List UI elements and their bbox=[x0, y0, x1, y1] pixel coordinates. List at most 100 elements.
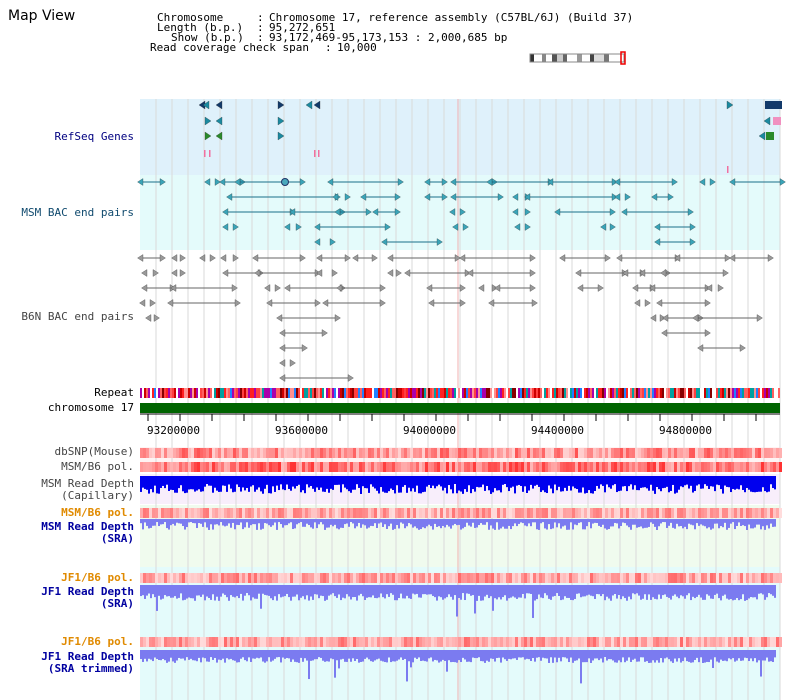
track-label-jf1-b6-pol-1[interactable]: JF1/B6 pol. bbox=[61, 571, 134, 584]
repeat-stripe bbox=[524, 388, 526, 398]
track-label-msm-b6-pol-2[interactable]: MSM/B6 pol. bbox=[61, 506, 134, 519]
read-depth-bar bbox=[232, 650, 234, 661]
read-depth-bar bbox=[750, 585, 752, 598]
read-depth-bar bbox=[602, 519, 604, 525]
read-depth-bar bbox=[224, 585, 226, 595]
repeat-stripe bbox=[634, 388, 636, 398]
read-depth-bar bbox=[204, 476, 206, 487]
read-depth-bar bbox=[728, 650, 730, 659]
polymorphism-cell bbox=[158, 508, 161, 518]
read-depth-bar bbox=[422, 585, 424, 595]
repeat-stripe bbox=[378, 388, 380, 398]
repeat-stripe bbox=[328, 388, 330, 398]
polymorphism-cell bbox=[686, 462, 689, 472]
read-depth-bar bbox=[242, 585, 244, 601]
polymorphism-cell bbox=[233, 637, 236, 647]
read-depth-bar bbox=[638, 650, 640, 662]
track-label-jf1-depth-sra[interactable]: JF1 Read Depth bbox=[41, 585, 134, 598]
track-label-msm-depth-cap[interactable]: MSM Read Depth bbox=[41, 477, 134, 490]
read-depth-bar bbox=[268, 585, 270, 596]
polymorphism-cell bbox=[755, 637, 758, 647]
polymorphism-cell bbox=[488, 508, 491, 518]
read-depth-bar bbox=[724, 650, 726, 661]
polymorphism-cell bbox=[476, 637, 479, 647]
track-label-repeat[interactable]: Repeat bbox=[94, 386, 134, 399]
polymorphism-cell bbox=[731, 637, 734, 647]
polymorphism-cell bbox=[704, 508, 707, 518]
repeat-stripe bbox=[196, 388, 198, 398]
polymorphism-cell bbox=[575, 448, 578, 458]
read-depth-bar bbox=[354, 519, 356, 529]
polymorphism-cell bbox=[734, 508, 737, 518]
read-depth-bar bbox=[518, 585, 520, 598]
polymorphism-cell bbox=[545, 573, 548, 583]
read-depth-bar bbox=[166, 519, 168, 529]
read-depth-bar bbox=[140, 519, 142, 524]
feature-arrow bbox=[449, 208, 456, 216]
read-depth-bar bbox=[298, 476, 300, 485]
feature-arrow bbox=[202, 100, 210, 110]
read-depth-bar bbox=[156, 476, 158, 494]
polymorphism-cell bbox=[209, 508, 212, 518]
track-label-msm-bac[interactable]: MSM BAC end pairs bbox=[21, 206, 134, 219]
polymorphism-cell bbox=[224, 637, 227, 647]
feature-arrow bbox=[756, 314, 763, 322]
feature-arrow bbox=[167, 299, 174, 307]
polymorphism-cell bbox=[461, 448, 464, 458]
read-depth-bar bbox=[586, 650, 588, 663]
repeat-stripe bbox=[142, 388, 144, 398]
read-depth-bar bbox=[384, 476, 386, 493]
read-depth-bar bbox=[330, 585, 332, 595]
polymorphism-cell bbox=[440, 573, 443, 583]
polymorphism-cell bbox=[341, 508, 344, 518]
read-depth-bar bbox=[222, 585, 224, 594]
polymorphism-cell bbox=[401, 573, 404, 583]
read-depth-bar bbox=[250, 476, 252, 487]
polymorphism-cell bbox=[308, 637, 311, 647]
track-label-jf1-depth-trim[interactable]: JF1 Read Depth bbox=[41, 650, 134, 663]
read-depth-bar bbox=[606, 585, 608, 597]
track-label-jf1-b6-pol-2[interactable]: JF1/B6 pol. bbox=[61, 635, 134, 648]
track-label-chromosome[interactable]: chromosome 17 bbox=[47, 401, 134, 414]
polymorphism-cell bbox=[554, 573, 557, 583]
polymorphism-cell bbox=[356, 573, 359, 583]
feature-arrow bbox=[347, 374, 354, 382]
track-label-b6n-bac[interactable]: B6N BAC end pairs bbox=[21, 310, 134, 323]
feature-arrow bbox=[600, 223, 607, 231]
read-depth-bar bbox=[590, 476, 592, 494]
read-depth-bar bbox=[412, 519, 414, 528]
polymorphism-cell bbox=[191, 508, 194, 518]
feature-arrow bbox=[204, 131, 212, 141]
read-depth-bar bbox=[344, 585, 346, 599]
ideogram-outline bbox=[529, 53, 625, 63]
polymorphism-cell bbox=[188, 637, 191, 647]
read-depth-bar bbox=[680, 519, 682, 527]
polymorphism-cell bbox=[152, 462, 155, 472]
polymorphism-cell bbox=[665, 462, 668, 472]
polymorphism-cell bbox=[416, 573, 419, 583]
read-depth-bar bbox=[294, 650, 296, 662]
read-depth-bar bbox=[302, 519, 304, 527]
track-label-refseq[interactable]: RefSeq Genes bbox=[54, 130, 134, 143]
polymorphism-cell bbox=[440, 462, 443, 472]
track-label-dbsnp[interactable]: dbSNP(Mouse) bbox=[54, 445, 134, 458]
track-label-msm-b6-pol-1[interactable]: MSM/B6 pol. bbox=[61, 460, 134, 473]
read-depth-bar bbox=[556, 519, 558, 528]
repeat-stripe bbox=[206, 388, 208, 398]
read-depth-bar bbox=[208, 519, 210, 530]
read-depth-bar bbox=[214, 650, 216, 658]
read-depth-bar bbox=[506, 519, 508, 529]
track-label-msm-depth-sra[interactable]: MSM Read Depth bbox=[41, 520, 134, 533]
repeat-stripe bbox=[758, 388, 760, 398]
read-depth-bar bbox=[354, 650, 356, 662]
polymorphism-cell bbox=[488, 637, 491, 647]
read-depth-bar bbox=[756, 585, 758, 600]
read-depth-bar bbox=[540, 519, 542, 524]
repeat-stripe bbox=[414, 388, 416, 398]
read-depth-bar bbox=[502, 585, 504, 598]
read-depth-bar bbox=[204, 650, 206, 659]
polymorphism-cell bbox=[749, 448, 752, 458]
read-depth-bar bbox=[470, 519, 472, 527]
polymorphism-cell bbox=[272, 573, 275, 583]
